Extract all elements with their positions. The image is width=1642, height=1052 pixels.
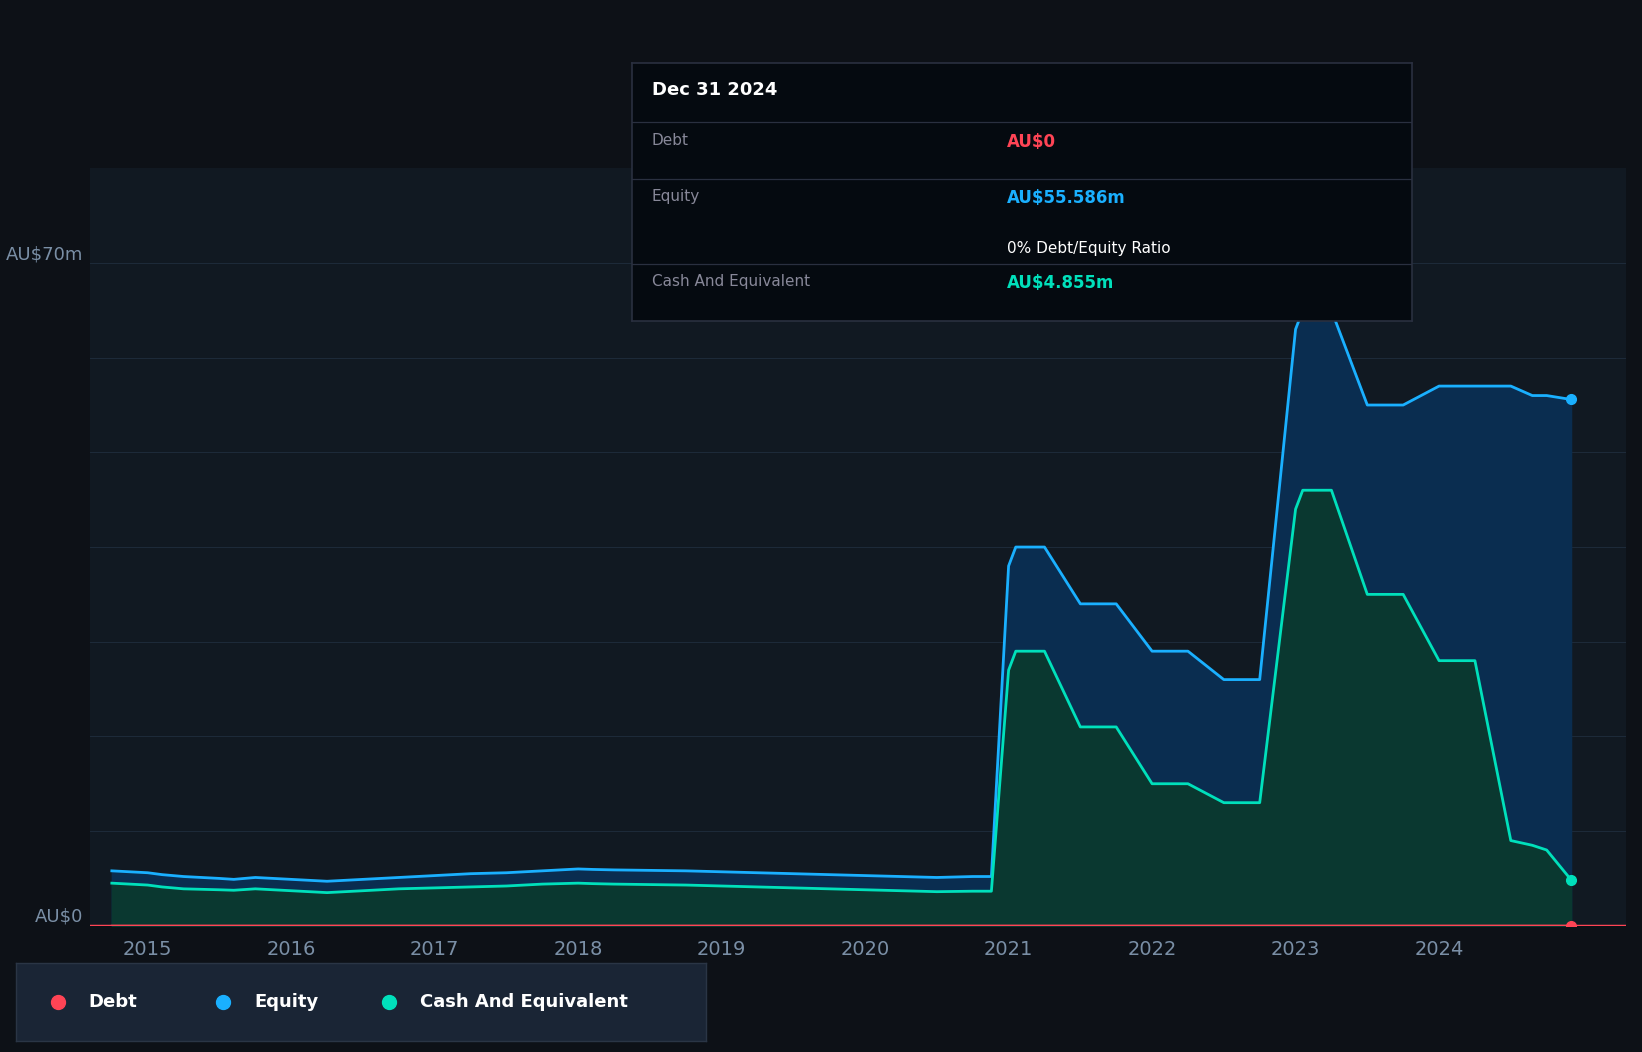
Text: AU$0: AU$0: [34, 908, 84, 926]
Text: AU$0: AU$0: [1007, 133, 1056, 150]
Text: 0% Debt/Equity Ratio: 0% Debt/Equity Ratio: [1007, 241, 1171, 256]
Text: AU$55.586m: AU$55.586m: [1007, 189, 1125, 207]
Text: Debt: Debt: [652, 133, 688, 147]
Text: Equity: Equity: [652, 189, 699, 204]
Text: Debt: Debt: [89, 993, 138, 1011]
Text: Cash And Equivalent: Cash And Equivalent: [652, 275, 810, 289]
Text: Cash And Equivalent: Cash And Equivalent: [420, 993, 627, 1011]
Text: Equity: Equity: [255, 993, 319, 1011]
Text: Dec 31 2024: Dec 31 2024: [652, 81, 777, 99]
Text: AU$4.855m: AU$4.855m: [1007, 275, 1113, 292]
Text: AU$70m: AU$70m: [7, 245, 84, 263]
